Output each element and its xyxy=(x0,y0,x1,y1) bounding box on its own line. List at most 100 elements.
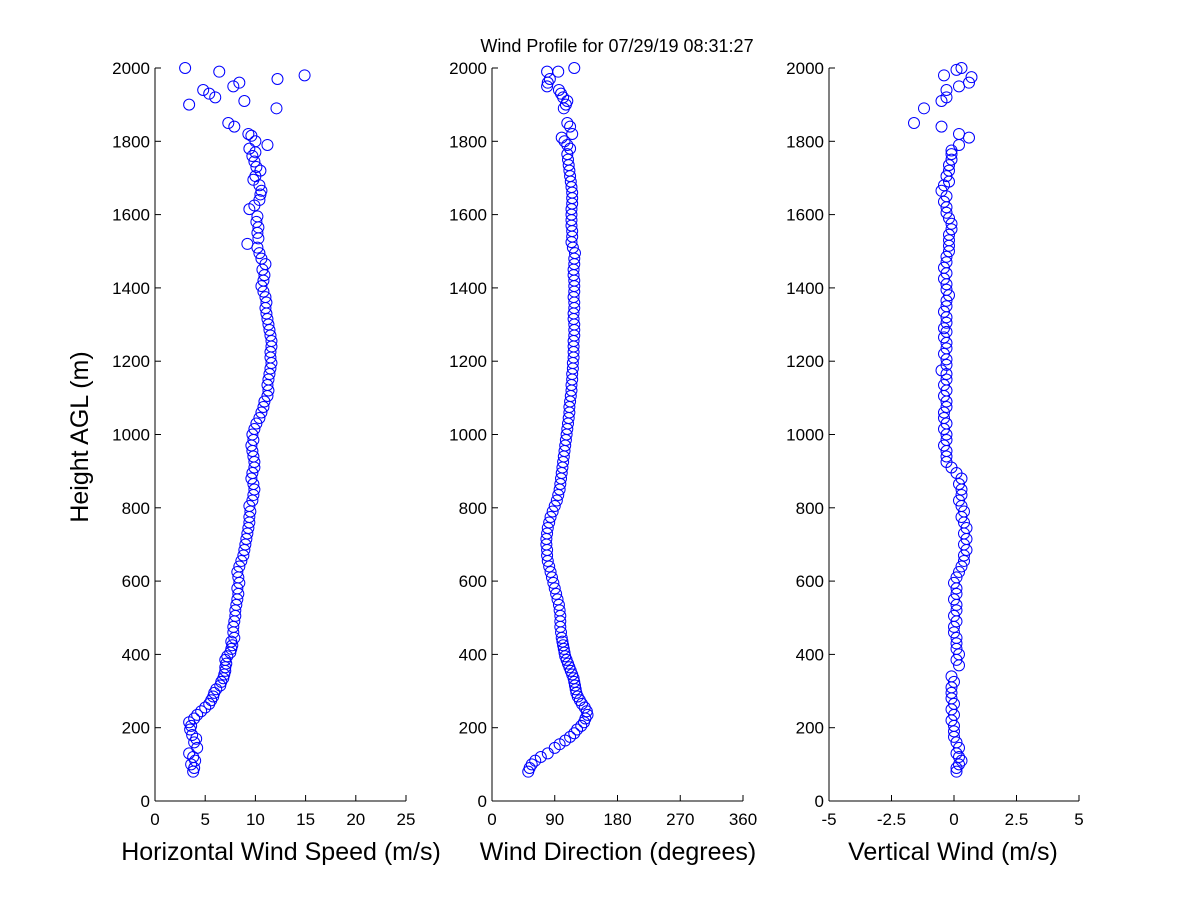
vertical-wind-point xyxy=(948,697,960,710)
wind-direction-ytick-label: 0 xyxy=(478,792,487,811)
wind-direction-point xyxy=(544,565,557,578)
vertical-wind-point xyxy=(945,217,958,230)
vertical-wind-point xyxy=(958,505,970,518)
horizontal-wind-speed-point xyxy=(191,708,204,721)
wind-direction-point xyxy=(543,72,556,85)
horizontal-wind-speed-point xyxy=(250,417,263,430)
wind-direction-point xyxy=(548,582,561,595)
vertical-wind-point xyxy=(950,587,963,600)
wind-direction-ytick-label: 2000 xyxy=(449,59,487,78)
horizontal-wind-speed-point xyxy=(255,184,268,197)
horizontal-wind-speed-point xyxy=(213,65,226,78)
horizontal-wind-speed-point xyxy=(197,83,210,96)
vertical-wind-point xyxy=(950,631,963,644)
wind-direction-point xyxy=(545,571,558,584)
wind-direction-ytick-label: 600 xyxy=(459,572,487,591)
wind-direction-point xyxy=(564,120,577,133)
horizontal-wind-speed-point xyxy=(233,560,246,573)
vertical-wind-point xyxy=(945,670,958,683)
vertical-wind-point xyxy=(948,675,960,688)
horizontal-wind-speed-point xyxy=(254,164,267,177)
wind-direction-ytick-label: 1400 xyxy=(449,279,487,298)
vertical-wind-point xyxy=(938,439,950,452)
vertical-wind-point xyxy=(950,765,963,778)
vertical-wind-point xyxy=(938,322,950,335)
horizontal-wind-speed-xlabel: Horizontal Wind Speed (m/s) xyxy=(121,838,441,866)
wind-direction-point xyxy=(548,499,561,512)
vertical-wind-point xyxy=(940,83,953,96)
horizontal-wind-speed-point xyxy=(248,483,261,496)
vertical-wind-point xyxy=(945,153,958,166)
horizontal-wind-speed-point xyxy=(250,215,263,228)
wind-direction-ytick-label: 1000 xyxy=(449,426,487,445)
vertical-wind-ytick-label: 0 xyxy=(815,792,824,811)
horizontal-wind-speed-point xyxy=(222,116,235,129)
vertical-wind-point xyxy=(943,159,955,172)
horizontal-wind-speed-point xyxy=(255,252,268,265)
vertical-wind-point xyxy=(950,63,963,76)
horizontal-wind-speed-point xyxy=(217,672,230,685)
vertical-wind-point xyxy=(953,648,965,661)
horizontal-wind-speed-point xyxy=(190,732,203,745)
wind-direction-point xyxy=(548,741,561,754)
wind-direction-point xyxy=(546,505,559,518)
horizontal-wind-speed-point xyxy=(253,247,266,260)
vertical-wind-point xyxy=(938,347,950,360)
vertical-wind-point xyxy=(960,521,973,534)
wind-direction-ytick-label: 400 xyxy=(459,645,487,664)
horizontal-wind-speed-point xyxy=(183,747,196,760)
vertical-wind-point xyxy=(953,127,965,140)
vertical-wind-point xyxy=(948,609,960,622)
vertical-wind-point xyxy=(950,736,963,749)
vertical-wind-point xyxy=(940,401,953,414)
wind-direction-panel: Wind Direction (degrees) 0 200 400 600 800 10… xyxy=(449,59,757,866)
wind-direction-point xyxy=(561,148,574,161)
vertical-wind-point xyxy=(940,433,953,446)
vertical-wind-point xyxy=(940,358,953,371)
vertical-wind-point xyxy=(953,565,965,578)
horizontal-wind-speed-point xyxy=(246,149,259,162)
vertical-wind-xtick-label: 0 xyxy=(949,810,958,829)
vertical-wind-point xyxy=(940,373,953,386)
vertical-wind-ytick-label: 800 xyxy=(796,499,824,518)
horizontal-wind-speed-point xyxy=(271,72,284,85)
horizontal-wind-speed-point xyxy=(253,193,266,206)
horizontal-wind-speed-xtick-label: 5 xyxy=(200,810,209,829)
vertical-wind-point xyxy=(950,604,963,617)
horizontal-wind-speed-ytick-label: 1800 xyxy=(112,132,150,151)
vertical-wind-point xyxy=(953,477,965,490)
horizontal-wind-speed-point xyxy=(187,765,200,778)
vertical-wind-xtick-label: -2.5 xyxy=(877,810,906,829)
vertical-wind-point xyxy=(940,316,953,329)
vertical-wind-point xyxy=(948,725,960,738)
horizontal-wind-speed-point xyxy=(179,62,192,74)
wind-direction-point xyxy=(566,127,579,140)
vertical-wind-xtick-label: 5 xyxy=(1074,810,1083,829)
horizontal-wind-speed-panel: Horizontal Wind Speed (m/s) 020040060080… xyxy=(112,59,441,866)
wind-direction-ytick-label: 1200 xyxy=(449,352,487,371)
vertical-wind-ytick-label: 1800 xyxy=(786,132,824,151)
horizontal-wind-speed-ytick-label: 2000 xyxy=(112,59,150,78)
horizontal-wind-speed-point xyxy=(209,91,222,104)
wind-direction-point xyxy=(552,83,565,96)
figure-title: Wind Profile for 07/29/19 08:31:27 xyxy=(480,36,753,56)
horizontal-wind-speed-point xyxy=(226,639,239,652)
horizontal-wind-speed-ytick-label: 400 xyxy=(122,645,150,664)
vertical-wind-point xyxy=(940,256,953,269)
vertical-wind-point xyxy=(940,91,953,104)
horizontal-wind-speed-point xyxy=(257,401,270,414)
wind-direction-ytick-label: 1600 xyxy=(449,206,487,225)
horizontal-wind-speed-point xyxy=(195,705,208,718)
vertical-wind-point xyxy=(955,560,968,573)
wind-direction-point xyxy=(547,576,560,589)
wind-direction-point xyxy=(555,131,568,144)
vertical-wind-point xyxy=(940,283,953,296)
vertical-wind-point xyxy=(965,71,978,84)
wind-direction-ytick-label: 800 xyxy=(459,499,487,518)
vertical-wind-point xyxy=(908,116,920,129)
horizontal-wind-speed-point xyxy=(227,80,240,93)
horizontal-wind-speed-point xyxy=(248,423,261,436)
horizontal-wind-speed-point xyxy=(248,155,261,168)
horizontal-wind-speed-ytick-label: 1200 xyxy=(112,352,150,371)
horizontal-wind-speed-point xyxy=(298,69,311,82)
